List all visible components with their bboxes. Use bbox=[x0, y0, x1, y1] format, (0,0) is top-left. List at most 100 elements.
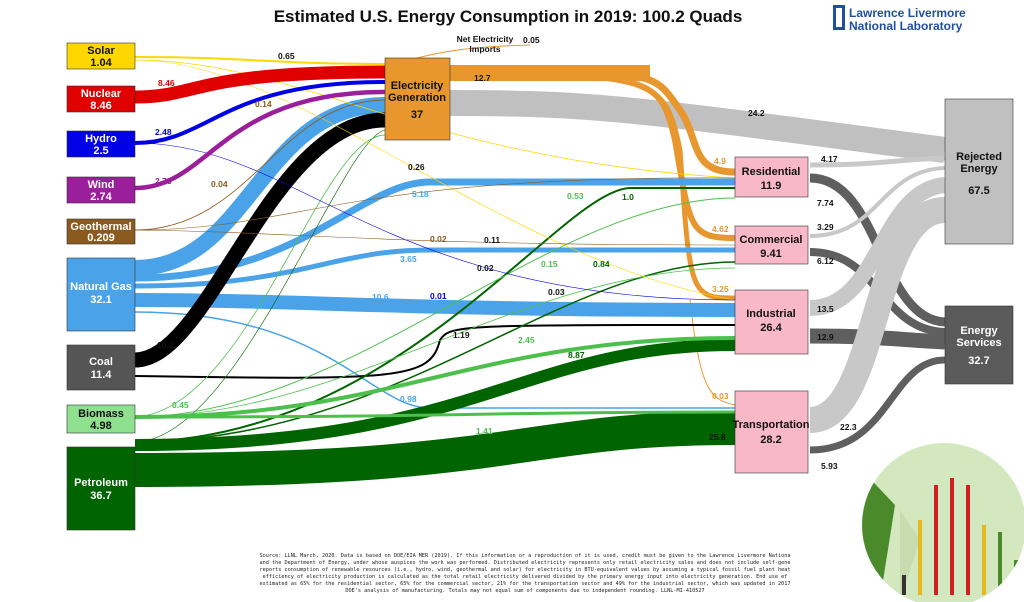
label-bio-res: 0.53 bbox=[567, 191, 584, 201]
label-ng-trans: 0.98 bbox=[400, 394, 417, 404]
hydro-value: 2.5 bbox=[93, 145, 108, 157]
nuclear-label: Nuclear bbox=[81, 88, 122, 100]
rejected-line1: Rejected bbox=[956, 151, 1002, 163]
label-pet-com: 0.84 bbox=[593, 259, 610, 269]
label-pet-elec: 0.19 bbox=[183, 438, 200, 448]
label-elec-rejected: 24.2 bbox=[748, 108, 765, 118]
source-hydro: Hydro 2.5 bbox=[66, 130, 136, 158]
source-note-line5: estimated as 65% for the residential sec… bbox=[260, 581, 791, 587]
geothermal-label: Geothermal bbox=[70, 221, 131, 233]
label-res-rej: 4.17 bbox=[821, 154, 838, 164]
hydro-label: Hydro bbox=[85, 133, 117, 145]
label-pet-trans: 25.8 bbox=[709, 432, 726, 442]
label-bio-ind: 2.45 bbox=[518, 335, 535, 345]
source-coal: Coal 11.4 bbox=[66, 344, 136, 391]
label-elec-trans: 0.03 bbox=[712, 391, 729, 401]
label-elec-sectors: 12.7 bbox=[474, 73, 491, 83]
sector-commercial: Commercial 9.41 bbox=[734, 225, 809, 265]
flows-to-outputs bbox=[449, 90, 947, 454]
label-ng-com: 3.65 bbox=[400, 254, 417, 264]
logo-line1: Lawrence Livermore bbox=[849, 6, 966, 20]
solar-value: 1.04 bbox=[90, 57, 112, 69]
label-elec-com: 4.62 bbox=[712, 224, 729, 234]
residential-value: 11.9 bbox=[761, 180, 782, 192]
electricity-line2: Generation bbox=[388, 92, 446, 104]
source-note-line4: efficiency of electricity production is … bbox=[263, 574, 788, 580]
flow-value-labels: 0.65 8.46 2.48 2.73 0.14 0.04 0.02 12.7 … bbox=[155, 51, 857, 471]
petroleum-value: 36.7 bbox=[90, 490, 111, 502]
label-ng-res: 5.18 bbox=[412, 189, 429, 199]
label-ind-svc: 12.9 bbox=[817, 332, 834, 342]
commercial-value: 9.41 bbox=[760, 248, 781, 260]
source-biomass: Biomass 4.98 bbox=[66, 404, 136, 434]
label-solar-ind: 0.03 bbox=[548, 287, 565, 297]
geothermal-value: 0.209 bbox=[87, 232, 115, 244]
wind-value: 2.74 bbox=[90, 191, 112, 203]
residential-label: Residential bbox=[742, 166, 801, 178]
biomass-flows bbox=[134, 134, 736, 419]
label-bio-elec: 0.45 bbox=[172, 400, 189, 410]
electricity-flows bbox=[384, 44, 736, 406]
natural-gas-label: Natural Gas bbox=[70, 281, 132, 293]
label-elec-res: 4.9 bbox=[714, 156, 726, 166]
transportation-label: Transportation bbox=[732, 419, 809, 431]
petroleum-flows bbox=[134, 129, 736, 487]
source-note-line1: Source: LLNL March, 2020. Data is based … bbox=[260, 553, 791, 559]
industrial-value: 26.4 bbox=[760, 322, 782, 334]
wind-label: Wind bbox=[88, 179, 115, 191]
electricity-value: 37 bbox=[411, 109, 423, 121]
source-note: Source: LLNL March, 2020. Data is based … bbox=[260, 553, 791, 594]
biomass-value: 4.98 bbox=[90, 420, 111, 432]
label-bio-trans: 1.41 bbox=[476, 426, 493, 436]
biomass-label: Biomass bbox=[78, 408, 124, 420]
source-note-line3: reports consumption of renewable resourc… bbox=[260, 567, 791, 573]
logo-line2: National Laboratory bbox=[849, 19, 963, 33]
coal-label: Coal bbox=[89, 356, 113, 368]
industrial-label: Industrial bbox=[746, 308, 796, 320]
label-coal-elec: 10.2 bbox=[157, 340, 174, 350]
solar-label: Solar bbox=[87, 45, 115, 57]
electricity-generation-box: Electricity Generation 37 bbox=[384, 57, 451, 141]
electricity-line1: Electricity bbox=[391, 80, 444, 92]
label-hydro-ind: 0.01 bbox=[430, 291, 447, 301]
label-trans-svc: 5.93 bbox=[821, 461, 838, 471]
label-hydro-elec: 2.48 bbox=[155, 127, 172, 137]
coal-flows bbox=[134, 112, 736, 379]
transportation-value: 28.2 bbox=[760, 434, 781, 446]
net-imports-label: Net Electricity Imports 0.05 bbox=[457, 34, 540, 54]
source-wind: Wind 2.74 bbox=[66, 176, 136, 204]
label-solar-com: 0.11 bbox=[484, 235, 500, 245]
label-solar-res: 0.26 bbox=[408, 162, 425, 172]
label-bio-com: 0.15 bbox=[541, 259, 558, 269]
source-solar: Solar 1.04 bbox=[66, 42, 136, 70]
sector-industrial: Industrial 26.4 bbox=[734, 289, 809, 355]
label-pet-ind: 8.87 bbox=[568, 350, 585, 360]
rejected-value: 67.5 bbox=[968, 185, 989, 197]
label-pet-res: 1.0 bbox=[622, 192, 634, 202]
label-geo-elec: 0.14 bbox=[255, 99, 272, 109]
label-trans-rej: 22.3 bbox=[840, 422, 857, 432]
source-note-line6: DOE's analysis of manufacturing. Totals … bbox=[345, 588, 704, 594]
label-geo-com: 0.02 bbox=[430, 234, 447, 244]
label-ng-ind: 10.6 bbox=[372, 292, 389, 302]
label-solar-elec: 0.65 bbox=[278, 51, 295, 61]
imports-value: 0.05 bbox=[523, 35, 540, 45]
sector-residential: Residential 11.9 bbox=[734, 156, 809, 198]
commercial-label: Commercial bbox=[740, 234, 803, 246]
label-nuclear-elec: 8.46 bbox=[158, 78, 175, 88]
label-res-svc: 7.74 bbox=[817, 198, 834, 208]
energy-services-box: Energy Services 32.7 bbox=[944, 305, 1014, 385]
services-line2: Services bbox=[956, 337, 1001, 349]
llnl-logo: Lawrence Livermore National Laboratory bbox=[833, 5, 966, 33]
label-ng-elec: 11.7 bbox=[172, 250, 188, 260]
renewable-flows bbox=[134, 56, 736, 301]
services-value: 32.7 bbox=[968, 355, 989, 367]
label-com-svc: 6.12 bbox=[817, 256, 834, 266]
decorative-chart-badge bbox=[862, 443, 1024, 602]
label-coal-ind: 1.19 bbox=[453, 330, 470, 340]
label-coal-com: 0.02 bbox=[477, 263, 494, 273]
source-natural-gas: Natural Gas 32.1 bbox=[66, 257, 136, 332]
imports-line2: Imports bbox=[469, 44, 500, 54]
services-line1: Energy bbox=[960, 325, 998, 337]
